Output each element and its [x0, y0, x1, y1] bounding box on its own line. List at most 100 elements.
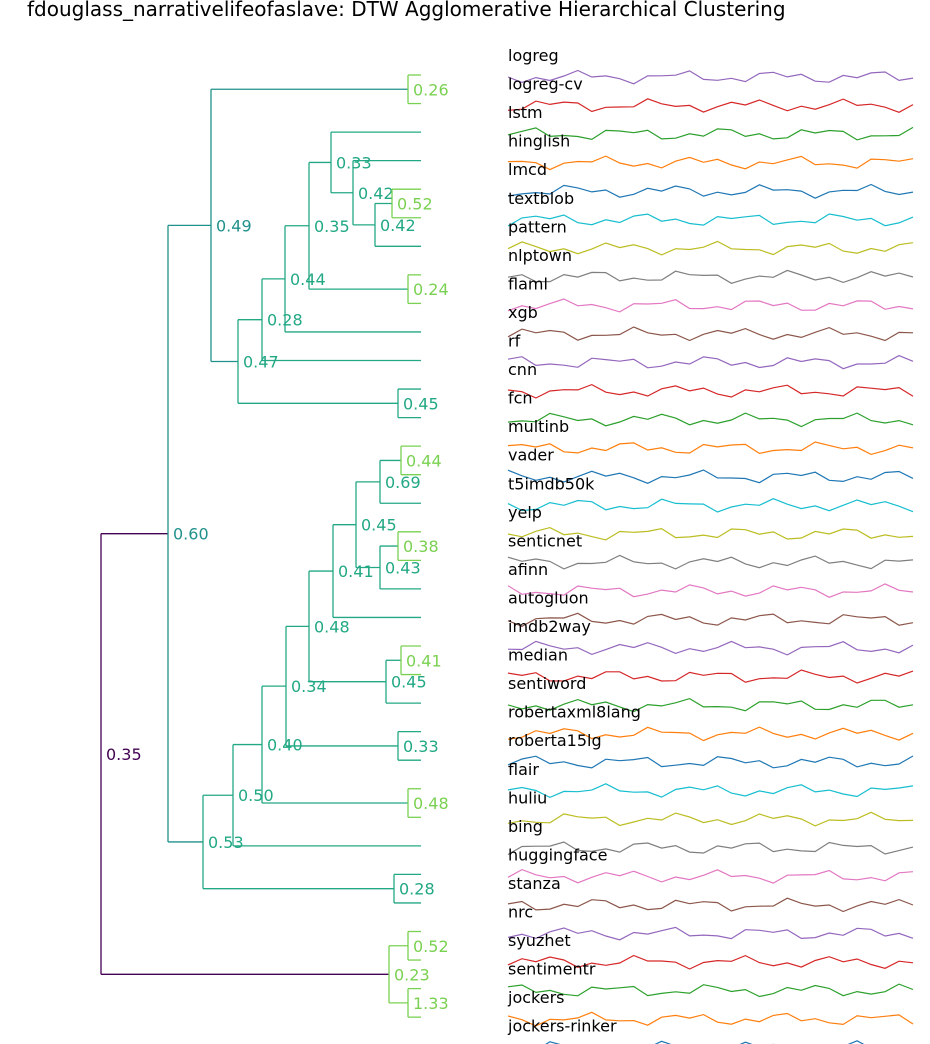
merge-height-label: 0.40: [267, 736, 303, 755]
leaf-label: sentimentr: [508, 960, 596, 979]
leaf-series-line: [507, 554, 914, 570]
leaf-label: afinn: [508, 560, 548, 579]
leaf-label: bing: [508, 817, 543, 836]
leaf-series-line: [507, 498, 914, 513]
merge-height-label: 0.60: [173, 525, 209, 544]
leaf-label: huliu: [508, 788, 547, 807]
leaf-label: pattern: [508, 217, 567, 236]
leaf-label: multinb: [508, 417, 569, 436]
leaf-series-line: [507, 383, 914, 399]
leaf-series-line: [507, 926, 914, 941]
merge-height-label: 0.43: [385, 558, 421, 577]
leaf-series-line: [507, 697, 914, 713]
dendrogram-tree: 0.35 0.60 0.49 0.26 0.47 0.28 0.44 0.35 0.33 0.42…: [100, 74, 449, 1018]
leaf-label: sentiword: [508, 674, 586, 693]
leaf-label: yelp: [508, 503, 542, 522]
merge-height-label: 0.50: [238, 786, 274, 805]
leaf-label: t5imdb50k: [508, 474, 595, 493]
leaf-series-line: [507, 126, 914, 141]
leaf-series-line: [507, 441, 914, 456]
merge-height-label: 0.41: [338, 562, 374, 581]
leaf-label: cnn: [508, 360, 537, 379]
leaf-series-line: [507, 213, 914, 227]
merge-height-label: 0.28: [399, 880, 435, 899]
leaf-series-line: [507, 526, 914, 541]
merge-height-label: 0.33: [336, 153, 372, 172]
merge-height-label: 0.53: [208, 833, 244, 852]
leaf-label: nrc: [508, 903, 533, 922]
leaf-series-line: [507, 240, 914, 256]
merge-height-label: 0.47: [243, 353, 279, 372]
merge-height-label: 0.52: [397, 194, 433, 213]
merge-height-label: 0.49: [216, 216, 252, 235]
merge-height-label: 0.45: [403, 394, 439, 413]
merge-height-label: 0.35: [314, 217, 350, 236]
leaf-series-line: [507, 954, 914, 970]
leaf-series-line: [507, 412, 914, 428]
leaf-series-line: [507, 69, 914, 85]
leaf-label: vader: [508, 446, 554, 465]
merge-height-label: 0.24: [413, 280, 449, 299]
leaf-label: imdb2way: [508, 617, 591, 636]
merge-height-label: 0.35: [106, 745, 142, 764]
leaf-label: rf: [508, 332, 521, 351]
leaf-label: jockers: [507, 988, 564, 1007]
leaf-label: jockers-rinker: [507, 1017, 617, 1036]
leaf-series-line: [507, 326, 914, 342]
merge-height-label: 0.26: [413, 80, 449, 99]
leaf-label: flaml: [508, 274, 548, 293]
merge-height-label: 0.48: [413, 794, 449, 813]
merge-height-label: 0.42: [358, 184, 394, 203]
leaf-label: hinglish: [508, 132, 570, 151]
merge-height-label: 0.52: [413, 937, 449, 956]
leaf-series-line: [507, 841, 914, 856]
merge-height-label: 0.41: [406, 651, 442, 670]
leaf-label: syuzhet: [508, 931, 571, 950]
leaf-series-line: [507, 669, 914, 684]
merge-height-label: 0.45: [391, 673, 427, 692]
merge-height-label: 0.33: [403, 737, 439, 756]
leaf-series-line: [507, 783, 914, 799]
leaf-series-line: [507, 269, 914, 284]
leaf-series-line: [507, 612, 914, 627]
leaf-label: autogluon: [508, 588, 589, 607]
leaf-series-line: [507, 868, 914, 884]
leaf-series-line: [507, 1011, 914, 1027]
merge-height-label: 0.44: [290, 270, 326, 289]
leaf-series-line: [507, 155, 914, 171]
leaf-series-line: [507, 298, 914, 313]
leaf-label: logreg: [508, 46, 559, 65]
leaf-label: huggingface: [508, 845, 607, 864]
leaf-label: textblob: [508, 189, 574, 208]
merge-height-label: 0.69: [385, 473, 421, 492]
leaf-series-line: [507, 755, 914, 769]
leaf-label: logreg-cv: [508, 75, 583, 94]
merge-height-label: 1.33: [413, 994, 449, 1013]
leaf-label: robertaxml8lang: [508, 703, 641, 722]
leaf-series: logreg logreg-cv lstm hinglish lmcd textblob p…: [507, 46, 914, 1044]
leaf-series-line: [507, 354, 914, 370]
leaf-series-line: [507, 583, 914, 598]
leaf-label: stanza: [508, 874, 561, 893]
leaf-series-line: [507, 469, 914, 484]
chart-title: fdouglass_narrativelifeofaslave: DTW Agg…: [27, 0, 786, 21]
leaf-label: xgb: [508, 303, 538, 322]
leaf-label: fcn: [508, 389, 533, 408]
leaf-series-line: [507, 811, 914, 827]
merge-height-label: 0.23: [394, 965, 430, 984]
merge-height-label: 0.44: [406, 451, 442, 470]
leaf-series-line: [507, 897, 914, 913]
leaf-label: median: [508, 646, 568, 665]
leaf-label: lmcd: [508, 160, 547, 179]
leaf-label: lstm: [508, 103, 543, 122]
leaf-series-line: [507, 98, 914, 113]
merge-height-label: 0.48: [314, 617, 350, 636]
leaf-series-line: [507, 183, 914, 199]
leaf-label: nlptown: [508, 246, 572, 265]
leaf-series-line: [507, 726, 914, 742]
leaf-label: senticnet: [508, 531, 582, 550]
merge-height-label: 0.45: [361, 516, 397, 535]
leaf-label: roberta15lg: [508, 731, 602, 750]
